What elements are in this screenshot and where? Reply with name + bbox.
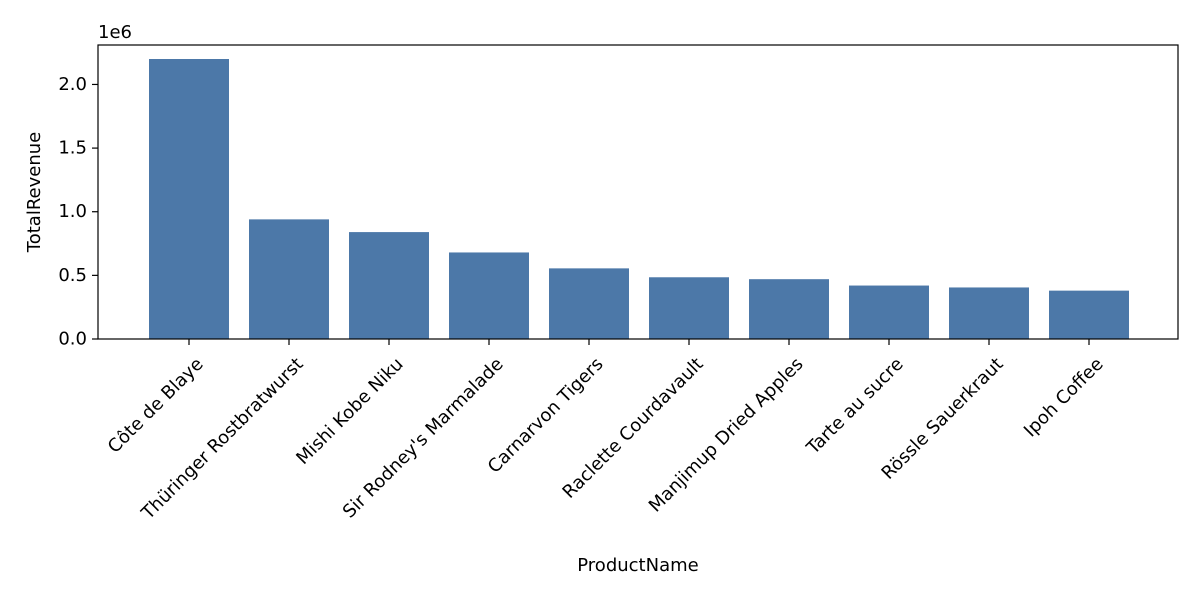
x-axis-label: ProductName	[577, 555, 698, 576]
bar	[549, 268, 629, 339]
y-axis-offset-label: 1e6	[98, 22, 132, 43]
x-tick-label: Tarte au sucre	[802, 354, 908, 460]
y-tick-label: 1.0	[58, 201, 87, 222]
bar	[149, 59, 229, 339]
y-axis-label: TotalRevenue	[24, 132, 45, 253]
bar	[949, 287, 1029, 339]
bars-layer	[149, 59, 1129, 339]
bar	[349, 232, 429, 339]
x-tick-label: Ipoh Coffee	[1020, 354, 1108, 442]
y-tick-label: 2.0	[58, 74, 87, 95]
x-tick-label: Mishi Kobe Niku	[292, 354, 407, 469]
y-tick-label: 0.5	[58, 265, 87, 286]
y-tick-label: 1.5	[58, 138, 87, 159]
x-tick-label: Côte de Blaye	[104, 354, 208, 458]
x-tick-label: Sir Rodney's Marmalade	[339, 354, 508, 523]
bar	[649, 277, 729, 339]
bar	[849, 285, 929, 339]
bar	[449, 252, 529, 339]
bar	[1049, 290, 1129, 339]
bar	[249, 219, 329, 339]
y-tick-label: 0.0	[58, 329, 87, 350]
bar	[749, 279, 829, 339]
x-tick-label: Thüringer Rostbratwurst	[137, 354, 308, 525]
plot-frame	[97, 44, 1179, 340]
